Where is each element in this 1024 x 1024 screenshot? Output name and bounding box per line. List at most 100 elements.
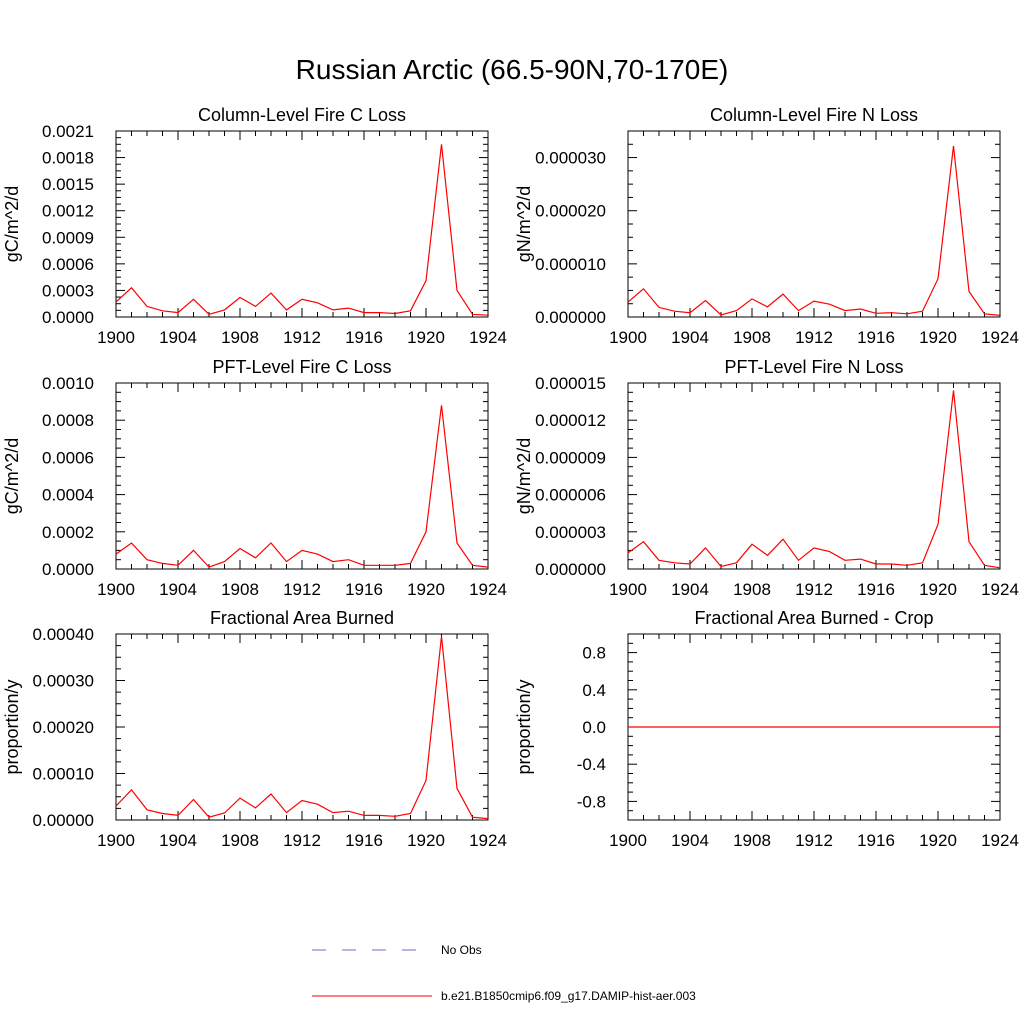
y-tick-label: 0.00020 bbox=[33, 718, 94, 737]
y-tick-label: 0.0015 bbox=[42, 175, 94, 194]
x-tick-label: 1920 bbox=[407, 328, 445, 347]
y-tick-label: 0.00030 bbox=[33, 672, 94, 691]
x-tick-label: 1912 bbox=[795, 328, 833, 347]
series-line bbox=[115, 144, 489, 316]
x-tick-label: 1904 bbox=[159, 831, 197, 850]
panel-title: Fractional Area Burned - Crop bbox=[694, 608, 933, 628]
y-tick-label: 0.0000 bbox=[42, 560, 94, 579]
series-line bbox=[627, 145, 1001, 316]
y-axis-label: proportion/y bbox=[514, 679, 534, 774]
panel-title: PFT-Level Fire N Loss bbox=[724, 357, 903, 377]
y-axis-label: gC/m^2/d bbox=[2, 438, 22, 514]
x-tick-label: 1924 bbox=[981, 580, 1019, 599]
x-tick-label: 1904 bbox=[159, 328, 197, 347]
panel-1: Column-Level Fire C Loss gC/m^2/d 1900 1904… bbox=[2, 105, 507, 347]
y-tick-label: 0.0002 bbox=[42, 523, 94, 542]
y-tick-label: 0.000012 bbox=[535, 411, 606, 430]
x-tick-label: 1924 bbox=[981, 328, 1019, 347]
y-tick-label: 0.00000 bbox=[33, 811, 94, 830]
series-line bbox=[115, 405, 489, 568]
series-line bbox=[115, 636, 489, 820]
panel-title: Column-Level Fire C Loss bbox=[198, 105, 406, 125]
panel-2: Column-Level Fire N Loss gN/m^2/d 1900 1904… bbox=[514, 105, 1019, 347]
y-tick-label: 0.0012 bbox=[42, 202, 94, 221]
x-tick-label: 1912 bbox=[283, 580, 321, 599]
y-tick-label: 0.0018 bbox=[42, 149, 94, 168]
x-tick-label: 1900 bbox=[97, 580, 135, 599]
x-tick-label: 1904 bbox=[159, 580, 197, 599]
y-tick-label: 0.0 bbox=[582, 718, 606, 737]
y-tick-label: 0.00040 bbox=[33, 625, 94, 644]
y-tick-label: 0.000000 bbox=[535, 560, 606, 579]
panel-6: Fractional Area Burned - Crop proportion/… bbox=[514, 608, 1019, 850]
y-tick-label: 0.0006 bbox=[42, 448, 94, 467]
x-tick-label: 1900 bbox=[97, 328, 135, 347]
plot-frame bbox=[115, 382, 489, 570]
x-tick-label: 1916 bbox=[857, 328, 895, 347]
x-tick-label: 1904 bbox=[671, 580, 709, 599]
panel-title: Column-Level Fire N Loss bbox=[710, 105, 918, 125]
y-tick-label: 0.000000 bbox=[535, 308, 606, 327]
x-tick-label: 1908 bbox=[221, 831, 259, 850]
x-tick-label: 1916 bbox=[345, 580, 383, 599]
figure-title: Russian Arctic (66.5-90N,70-170E) bbox=[295, 54, 729, 85]
legend-label-model: b.e21.B1850cmip6.f09_g17.DAMIP-hist-aer.… bbox=[441, 989, 696, 1003]
x-tick-label: 1924 bbox=[981, 831, 1019, 850]
x-tick-label: 1920 bbox=[919, 831, 957, 850]
x-tick-label: 1908 bbox=[733, 580, 771, 599]
legend-label-no-obs: No Obs bbox=[441, 943, 482, 957]
y-tick-label: 0.0021 bbox=[42, 122, 94, 141]
x-tick-label: 1924 bbox=[469, 328, 507, 347]
y-tick-label: 0.0004 bbox=[42, 486, 94, 505]
panel-4: PFT-Level Fire N Loss gN/m^2/d 1900 1904 190… bbox=[514, 357, 1019, 599]
x-tick-label: 1900 bbox=[97, 831, 135, 850]
y-tick-label: 0.000020 bbox=[535, 202, 606, 221]
x-tick-label: 1904 bbox=[671, 831, 709, 850]
x-tick-label: 1912 bbox=[283, 328, 321, 347]
y-tick-label: 0.000003 bbox=[535, 523, 606, 542]
panel-5: Fractional Area Burned proportion/y 1900 19… bbox=[2, 608, 507, 850]
x-tick-label: 1912 bbox=[283, 831, 321, 850]
y-tick-label: 0.0010 bbox=[42, 374, 94, 393]
y-axis-label: gN/m^2/d bbox=[514, 186, 534, 262]
x-tick-label: 1912 bbox=[795, 580, 833, 599]
x-tick-label: 1908 bbox=[221, 328, 259, 347]
y-tick-label: 0.000015 bbox=[535, 374, 606, 393]
y-tick-label: 0.00010 bbox=[33, 765, 94, 784]
y-tick-label: 0.0003 bbox=[42, 281, 94, 300]
y-tick-label: 0.8 bbox=[582, 644, 606, 663]
y-axis-label: gC/m^2/d bbox=[2, 186, 22, 262]
panel-3: PFT-Level Fire C Loss gC/m^2/d 1900 1904 190… bbox=[2, 357, 507, 599]
series-line bbox=[627, 390, 1001, 569]
x-tick-label: 1924 bbox=[469, 580, 507, 599]
x-tick-label: 1916 bbox=[345, 328, 383, 347]
x-tick-label: 1908 bbox=[733, 328, 771, 347]
x-tick-label: 1920 bbox=[919, 580, 957, 599]
y-tick-label: -0.4 bbox=[577, 755, 606, 774]
x-tick-label: 1916 bbox=[857, 580, 895, 599]
y-tick-label: 0.000010 bbox=[535, 255, 606, 274]
x-tick-label: 1912 bbox=[795, 831, 833, 850]
x-tick-label: 1900 bbox=[609, 328, 647, 347]
legend: No Obs b.e21.B1850cmip6.f09_g17.DAMIP-his… bbox=[312, 943, 696, 1003]
y-tick-label: 0.000009 bbox=[535, 448, 606, 467]
x-tick-label: 1916 bbox=[857, 831, 895, 850]
y-tick-label: -0.8 bbox=[577, 792, 606, 811]
x-tick-label: 1920 bbox=[919, 328, 957, 347]
y-tick-label: 0.0009 bbox=[42, 228, 94, 247]
y-tick-label: 0.0000 bbox=[42, 308, 94, 327]
y-tick-label: 0.0008 bbox=[42, 411, 94, 430]
panel-title: Fractional Area Burned bbox=[210, 608, 394, 628]
x-tick-label: 1908 bbox=[733, 831, 771, 850]
x-tick-label: 1908 bbox=[221, 580, 259, 599]
x-tick-label: 1920 bbox=[407, 580, 445, 599]
y-tick-label: 0.4 bbox=[582, 681, 606, 700]
y-axis-label: proportion/y bbox=[2, 679, 22, 774]
x-tick-label: 1900 bbox=[609, 580, 647, 599]
x-tick-label: 1900 bbox=[609, 831, 647, 850]
x-tick-label: 1916 bbox=[345, 831, 383, 850]
x-tick-label: 1924 bbox=[469, 831, 507, 850]
y-tick-label: 0.0006 bbox=[42, 255, 94, 274]
